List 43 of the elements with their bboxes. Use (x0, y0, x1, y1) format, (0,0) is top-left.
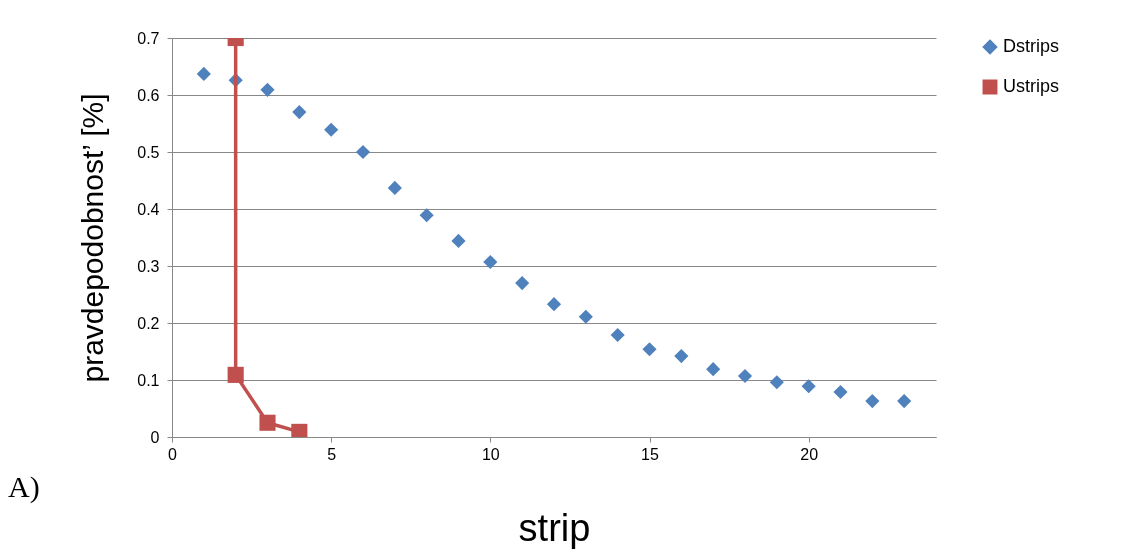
point (324, 122, 339, 137)
point (196, 66, 211, 81)
point (801, 379, 816, 394)
point (419, 208, 434, 223)
x-tick-label: 10 (481, 445, 500, 463)
y-tick-label: 0.2 (137, 314, 160, 332)
point (769, 375, 784, 390)
x-tick-label: 5 (327, 445, 337, 463)
legend-label: Dstrips (1003, 36, 1060, 56)
text: A) (8, 470, 40, 504)
y-tick-label: 0.7 (137, 29, 160, 47)
point (291, 423, 308, 437)
point (483, 254, 498, 270)
x-tick-label: 15 (641, 445, 659, 463)
point (227, 366, 244, 383)
point (897, 394, 912, 409)
point (292, 105, 307, 120)
point (260, 82, 275, 97)
y-tick-label: 0.3 (137, 257, 160, 275)
point (865, 394, 880, 409)
y-tick-label: 0.1 (137, 371, 160, 389)
point (674, 348, 689, 364)
point (515, 276, 530, 291)
x-axis-title: strip (518, 506, 591, 549)
point (737, 368, 753, 384)
point (833, 384, 848, 400)
legend-label: Ustrips (1003, 76, 1060, 96)
point (387, 180, 402, 195)
x-tick-label: 20 (800, 445, 819, 463)
point (451, 233, 466, 248)
point (578, 309, 593, 324)
point (355, 144, 371, 160)
y-tick-label: 0.5 (137, 143, 160, 161)
point (610, 327, 625, 343)
point (706, 362, 721, 377)
point (259, 414, 276, 431)
point (546, 297, 562, 312)
x-tick-label: 0 (168, 445, 178, 463)
point (642, 342, 657, 357)
y-tick-label: 0.4 (137, 200, 160, 218)
y-tick-label: 0.6 (137, 86, 160, 104)
y-tick-label: 0 (150, 428, 160, 446)
y-axis-title: pravdepodobnost’ [%] (76, 93, 110, 383)
